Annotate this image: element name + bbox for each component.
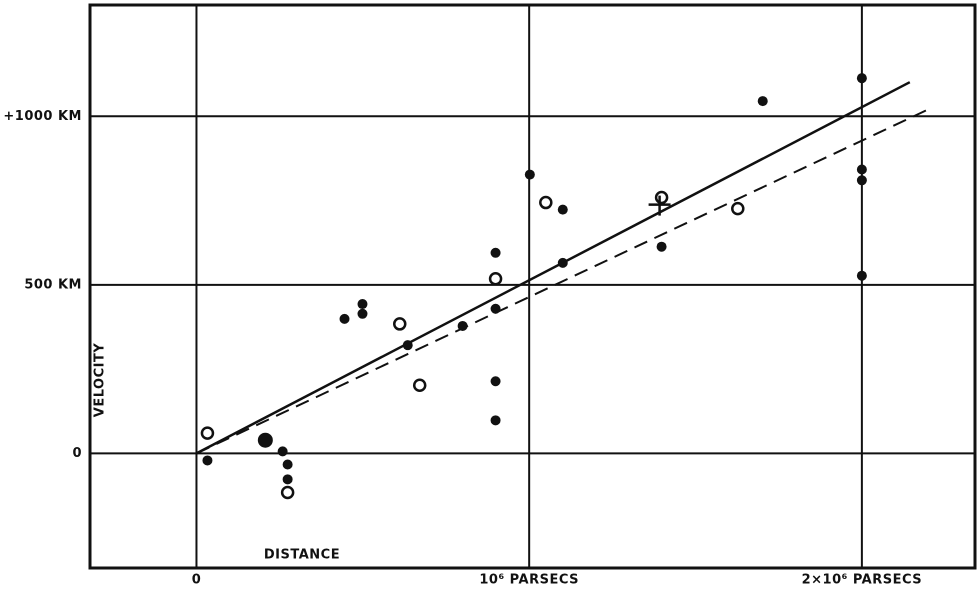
cross-point (648, 195, 671, 216)
open-point (393, 317, 407, 331)
open-point (280, 485, 295, 500)
filled-point (557, 204, 568, 215)
y-axis-label: VELOCITY (93, 343, 108, 418)
y-tick-label: 0 (72, 446, 82, 461)
fit-line (195, 81, 911, 455)
filled-point (557, 257, 568, 268)
filled-point (282, 474, 293, 485)
open-point (200, 426, 215, 440)
filled-point (856, 73, 867, 84)
filled-point (490, 303, 501, 314)
filled-point (357, 299, 368, 310)
large-point (257, 432, 273, 448)
open-point (412, 378, 427, 393)
filled-point (856, 164, 867, 175)
x-tick-label: 2×10⁶ PARSECS (802, 573, 923, 588)
filled-point (490, 376, 501, 387)
x-axis-label: DISTANCE (264, 548, 340, 563)
filled-point (757, 96, 768, 107)
filled-point (282, 459, 293, 470)
filled-point (524, 169, 535, 180)
plot-frame (88, 3, 977, 570)
filled-point (402, 340, 413, 351)
y-tick-label: 500 KM (24, 277, 82, 292)
filled-point (339, 313, 350, 324)
open-point (488, 271, 503, 286)
filled-point (357, 308, 368, 319)
filled-point (856, 270, 867, 281)
fit-line (196, 106, 934, 455)
x-tick-label: 10⁶ PARSECS (479, 573, 579, 588)
filled-point (202, 455, 213, 466)
open-point (539, 195, 553, 210)
filled-point (457, 320, 468, 331)
filled-point (856, 175, 867, 186)
open-point (654, 190, 669, 205)
open-point (731, 201, 745, 216)
filled-point (490, 415, 501, 426)
x-tick-label: 0 (192, 573, 202, 588)
y-tick-label: +1000 KM (3, 109, 82, 124)
filled-point (490, 247, 501, 258)
filled-point (277, 446, 288, 457)
filled-point (656, 241, 667, 252)
